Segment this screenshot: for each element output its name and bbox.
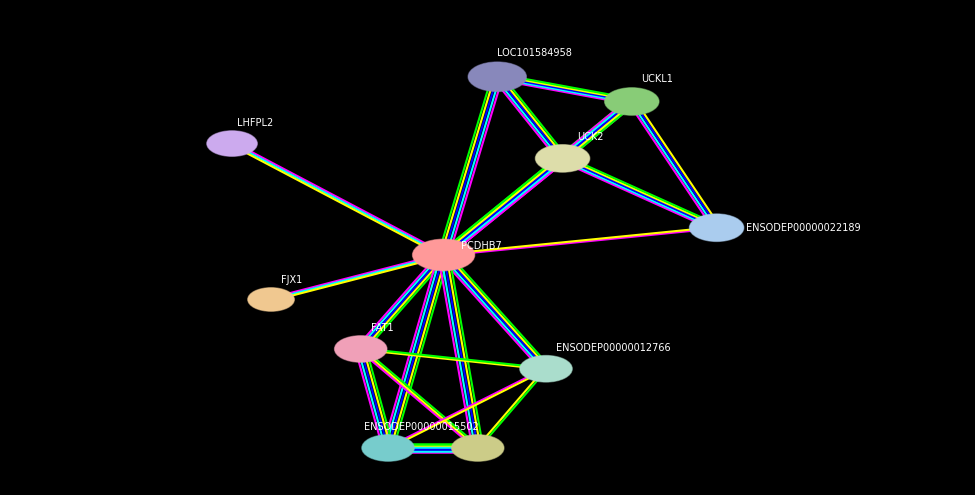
Circle shape xyxy=(535,145,590,172)
Circle shape xyxy=(451,435,504,461)
Text: FAT1: FAT1 xyxy=(370,323,393,333)
Text: LHFPL2: LHFPL2 xyxy=(237,118,273,128)
Circle shape xyxy=(604,88,659,115)
Circle shape xyxy=(689,214,744,242)
Text: FJX1: FJX1 xyxy=(281,275,302,285)
Circle shape xyxy=(468,62,526,92)
Circle shape xyxy=(520,355,572,382)
Circle shape xyxy=(248,288,294,311)
Text: ENSODEP00000015502: ENSODEP00000015502 xyxy=(364,422,479,432)
Circle shape xyxy=(334,336,387,362)
Circle shape xyxy=(207,131,257,156)
Circle shape xyxy=(362,435,414,461)
Text: UCK2: UCK2 xyxy=(577,132,604,142)
Circle shape xyxy=(412,239,475,271)
Text: ENSODEP00000022189: ENSODEP00000022189 xyxy=(746,223,861,233)
Text: UCKL1: UCKL1 xyxy=(642,74,674,84)
Text: ENSODEP00000012766: ENSODEP00000012766 xyxy=(556,343,671,353)
Text: LOC101584958: LOC101584958 xyxy=(497,48,572,58)
Text: PCDHB7: PCDHB7 xyxy=(461,241,502,251)
